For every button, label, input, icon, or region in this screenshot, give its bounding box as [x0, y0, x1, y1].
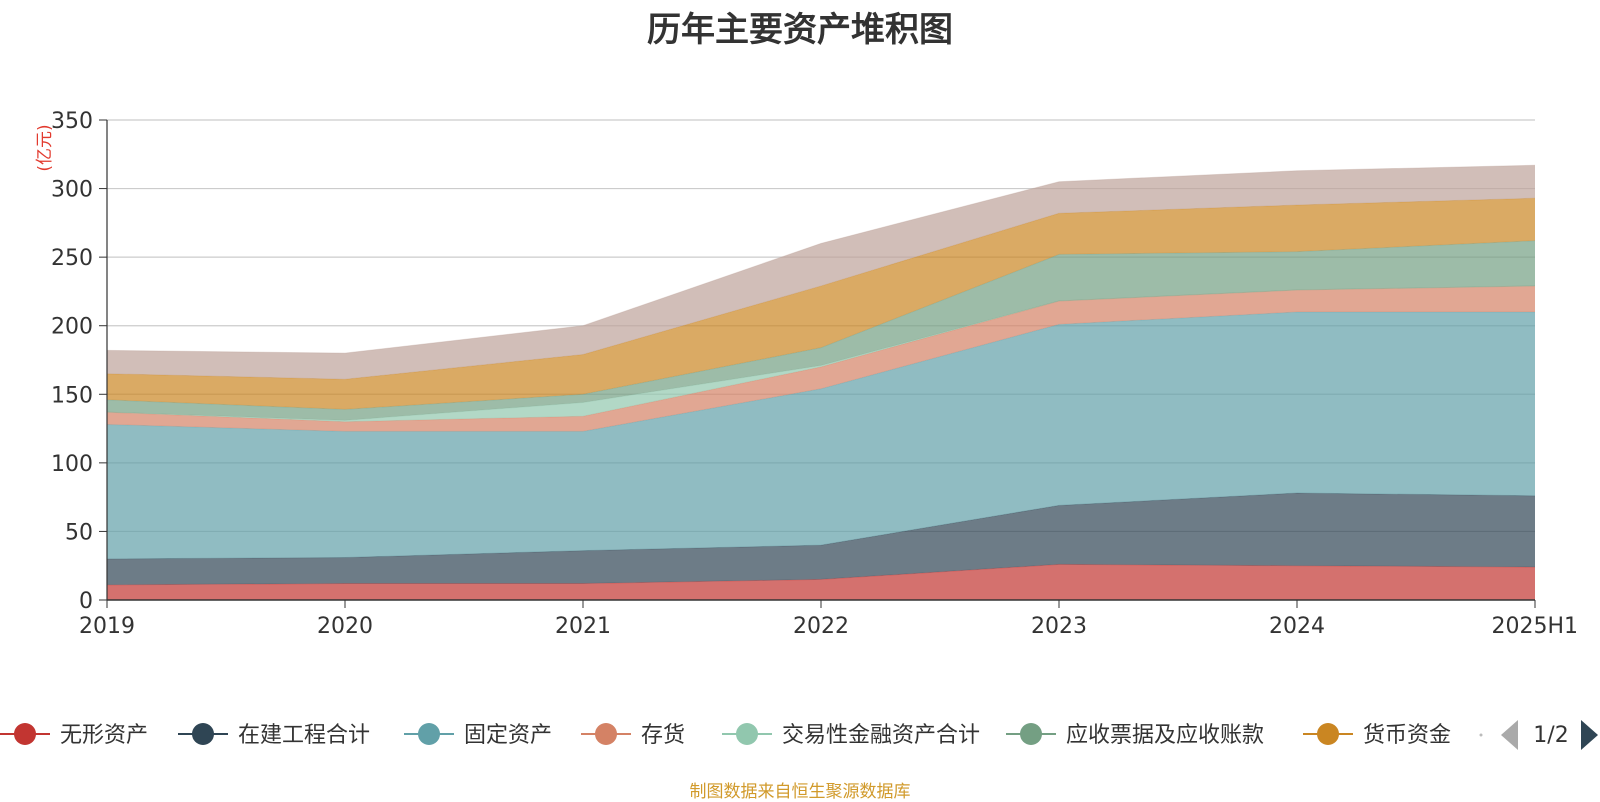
legend-marker — [418, 723, 440, 745]
area-series-在建工程合计 — [107, 493, 1535, 585]
legend-item[interactable]: 无形资产 — [0, 723, 148, 748]
y-tick-label: 100 — [51, 452, 93, 477]
legend-next-page-icon[interactable] — [1581, 720, 1598, 750]
axes: 0 50 100 150 200 250 300 350 2019 2020 2021 2022 202… — [35, 109, 1578, 639]
legend-item[interactable]: 货币资金 — [1303, 723, 1451, 748]
legend-marker — [736, 723, 758, 745]
y-tick-label: 300 — [51, 178, 93, 203]
legend-label: 交易性金融资产合计 — [782, 723, 980, 748]
legend-label: 固定资产 — [464, 723, 552, 748]
stacked-area-chart: 0 50 100 150 200 250 300 350 2019 2020 2021 2022 202… — [0, 109, 1598, 750]
x-tick-label: 2025H1 — [1491, 614, 1578, 639]
area-series-line-其他 — [106, 164, 1536, 354]
x-tick-label: 2023 — [1031, 614, 1087, 639]
x-tick-label: 2020 — [317, 614, 373, 639]
legend-item[interactable]: 固定资产 — [404, 723, 552, 748]
legend-marker — [192, 723, 214, 745]
legend-marker — [1317, 723, 1339, 745]
legend-item[interactable]: 在建工程合计 — [178, 723, 370, 748]
x-tick-label: 2021 — [555, 614, 611, 639]
legend-item[interactable]: 应收票据及应收账款 — [1006, 723, 1264, 748]
y-tick-label: 200 — [51, 315, 93, 340]
area-series-货币资金 — [107, 198, 1535, 410]
legend-label: 货币资金 — [1363, 723, 1451, 748]
y-tick-label: 0 — [79, 589, 93, 614]
area-series-存货 — [107, 285, 1535, 432]
area-series-固定资产 — [107, 312, 1535, 559]
legend-item[interactable]: 存货 — [581, 723, 685, 748]
chart-title: 历年主要资产堆积图 — [647, 10, 953, 50]
legend: 无形资产 在建工程合计 固定资产 存货 交易性金融资产合计 应收票据及应收账款 货币资金 1/… — [0, 720, 1598, 750]
legend-marker — [595, 723, 617, 745]
x-tick-label: 2019 — [79, 614, 135, 639]
area-series-应收票据及应收账款 — [107, 240, 1535, 421]
x-tick-label: 2022 — [793, 614, 849, 639]
data-source-note: 制图数据来自恒生聚源数据库 — [689, 782, 911, 802]
area-series-无形资产 — [107, 564, 1535, 600]
y-tick-label: 150 — [51, 383, 93, 408]
legend-item[interactable]: 交易性金融资产合计 — [722, 723, 980, 748]
y-tick-label: 250 — [51, 246, 93, 271]
legend-overflow-dot — [1479, 733, 1483, 737]
x-tick-label: 2024 — [1269, 614, 1325, 639]
y-tick-label: 350 — [51, 109, 93, 134]
legend-label: 应收票据及应收账款 — [1066, 723, 1264, 748]
legend-label: 存货 — [641, 723, 685, 748]
legend-page-indicator: 1/2 — [1533, 723, 1568, 748]
area-series-其他 — [107, 165, 1535, 380]
y-tick-label: 50 — [65, 520, 93, 545]
area-series — [106, 164, 1536, 600]
legend-label: 无形资产 — [60, 723, 148, 748]
y-axis-unit-label: (亿元) — [35, 124, 55, 171]
legend-prev-page-icon[interactable] — [1501, 720, 1518, 750]
legend-label: 在建工程合计 — [238, 723, 370, 748]
legend-marker — [14, 723, 36, 745]
legend-marker — [1020, 723, 1042, 745]
area-series-line-在建工程合计 — [106, 492, 1536, 560]
